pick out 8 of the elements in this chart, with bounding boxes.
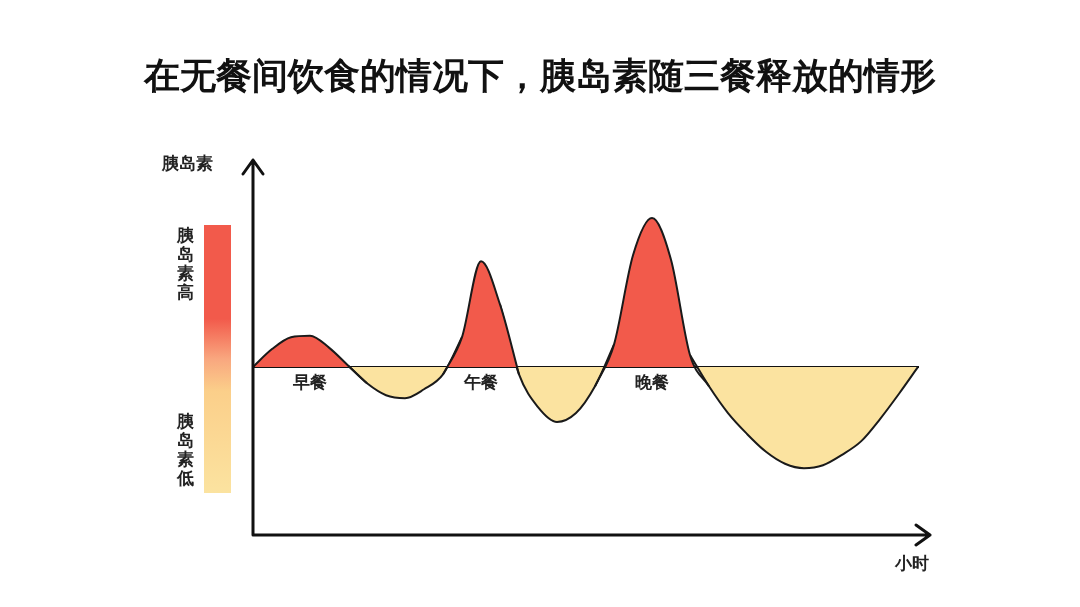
x-tick-label: 晚餐 bbox=[635, 372, 669, 392]
x-axis-title: 小时 bbox=[895, 552, 929, 575]
x-tick-label: 午餐 bbox=[463, 372, 498, 392]
text: 胰岛素高 bbox=[177, 225, 195, 302]
y-axis-title: 胰岛素 bbox=[162, 152, 213, 175]
text: 胰岛素低 bbox=[177, 411, 195, 488]
chart-title: 在无餐间饮食的情况下，胰岛素随三餐释放的情形 bbox=[142, 54, 937, 98]
x-tick-label: 早餐 bbox=[292, 372, 327, 392]
